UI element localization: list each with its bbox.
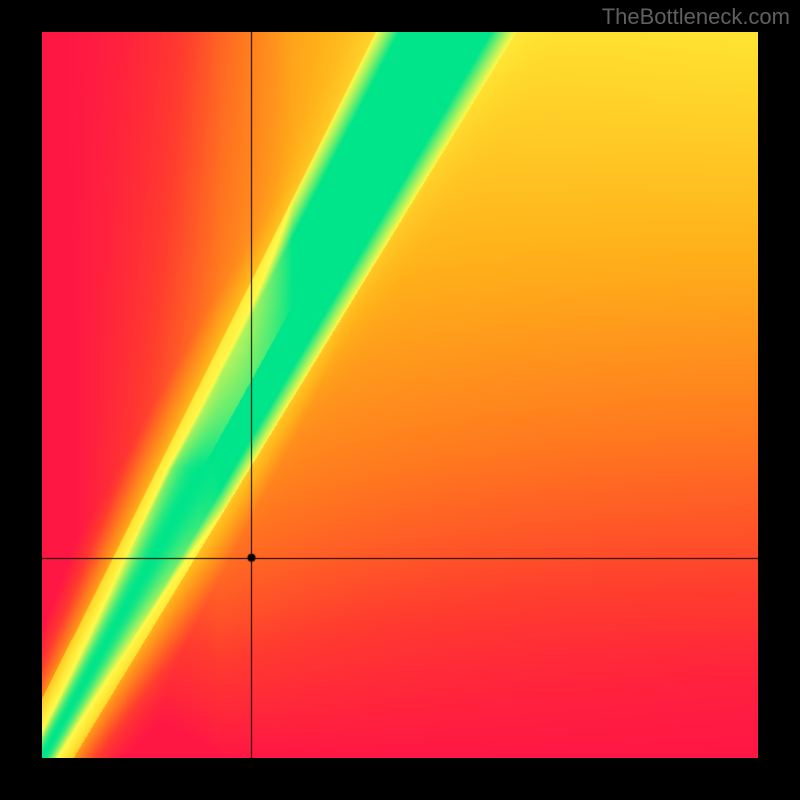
attribution-text: TheBottleneck.com (602, 4, 790, 30)
heatmap-plot (42, 32, 758, 758)
chart-container: TheBottleneck.com (0, 0, 800, 800)
heatmap-canvas (42, 32, 758, 758)
